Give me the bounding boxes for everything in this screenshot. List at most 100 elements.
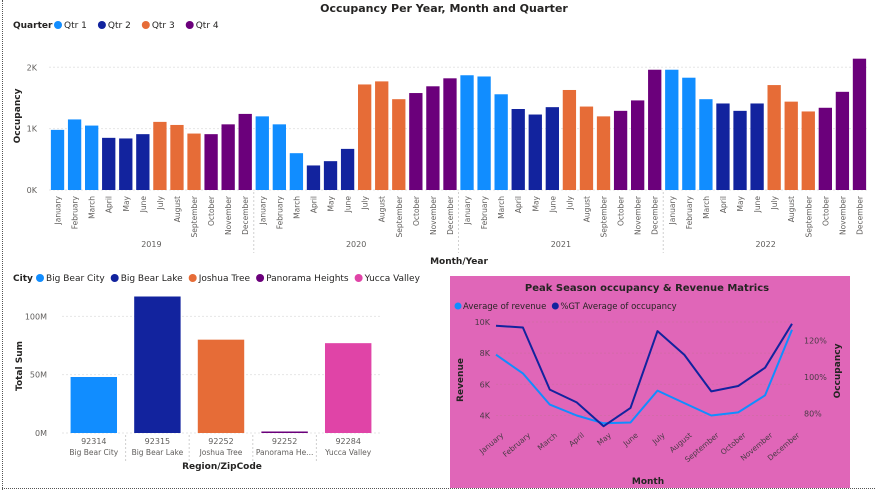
bl-y-axis-label: Total Sum: [15, 341, 25, 391]
x-month-label: June: [548, 196, 557, 214]
x-month-label: March: [497, 196, 506, 219]
legend-label-qtr-1: Qtr 1: [64, 21, 87, 31]
bar-2019-august: [170, 124, 184, 190]
bar-2021-april: [511, 109, 525, 190]
br-y2tick-label: 100%: [804, 373, 827, 382]
bar-2020-november: [426, 86, 440, 190]
legend-label-big-bear-city: Big Bear City: [46, 274, 105, 284]
x-zip-label: 92252: [272, 437, 297, 446]
legend-label-panorama-heights: Panorama Heights: [266, 274, 349, 284]
x-month-label: January: [54, 195, 63, 225]
legend-marker-qtr-1: [54, 21, 62, 29]
legend-marker-panorama-heights: [256, 274, 265, 282]
year-label-2019: 2019: [141, 240, 161, 249]
line-gt-average-of-occupancy: [495, 323, 793, 428]
bar-2021-january: [460, 75, 474, 190]
br-y2-axis-label: Occupancy: [833, 343, 843, 398]
line-average-of-revenue: [495, 329, 793, 425]
x-month-label: May: [531, 195, 540, 211]
bl-y-ticks: 0M 50M 100M: [25, 312, 47, 438]
br-ytick-label: 10K: [475, 318, 491, 327]
legend-marker-qtr-4: [185, 21, 194, 29]
legend-marker-gt-average-of-occupancy: [551, 302, 559, 310]
x-city-label: Big Bear Lake: [132, 448, 184, 457]
x-month-label: September: [190, 195, 199, 237]
bar-2022-september: [801, 111, 815, 190]
legend-marker-qtr-3: [141, 21, 150, 29]
top-bars: [50, 58, 867, 190]
city-legend-title: City: [13, 274, 33, 284]
top-x-axis-label: Month/Year: [430, 257, 488, 267]
bl-x-labels: 92314 Big Bear City 92315 Big Bear Lake 9225…: [69, 435, 372, 463]
x-month-label: December: [241, 195, 250, 235]
x-month-label: January: [258, 195, 267, 225]
bl-ytick-label: 0M: [35, 429, 47, 438]
x-month-label: June: [753, 196, 762, 214]
br-y-ticks: 4K 6K 8K 10K: [475, 318, 491, 421]
x-month-label: February: [71, 195, 80, 229]
bar-2020-october: [409, 93, 423, 190]
x-month-label: March: [702, 196, 711, 219]
bar-92315-big-bear-lake: [134, 296, 181, 433]
bl-x-axis-label: Region/ZipCode: [182, 462, 262, 472]
x-month-label: February: [480, 195, 489, 229]
bar-92314-big-bear-city: [70, 377, 118, 433]
frame-bottom-border: [2, 488, 875, 489]
x-city-label: Big Bear City: [69, 448, 118, 457]
x-month-label: August: [787, 196, 796, 222]
legend-label-gt-average-of-occupancy: %GT Average of occupancy: [560, 302, 676, 312]
total-sum-chart: City Big Bear City Big Bear Lake Joshua Tr…: [13, 274, 421, 472]
x-month-label: September: [804, 195, 813, 237]
bar-2019-december: [238, 113, 252, 190]
peak-chart-title: Peak Season occupancy & Revenue Matrics: [525, 283, 769, 294]
bar-2020-may: [323, 161, 338, 190]
legend-marker-average-of-revenue: [454, 302, 462, 310]
bar-2021-july: [562, 89, 577, 190]
x-month-label: August: [173, 196, 182, 222]
x-month-label: February: [685, 195, 694, 229]
x-month-label: November: [634, 195, 643, 235]
bar-2020-february: [272, 124, 286, 190]
top-year-labels: 2019 2020 2021 2022: [141, 192, 776, 253]
x-month-label: December: [651, 195, 660, 235]
bl-ytick-label: 100M: [25, 312, 47, 321]
br-grid: [496, 321, 792, 417]
x-month-label: May: [736, 195, 745, 211]
x-city-label: Yucca Valley: [324, 448, 372, 457]
bar-2022-march: [699, 99, 713, 190]
x-month-label: August: [582, 196, 591, 222]
bl-ytick-label: 50M: [30, 371, 47, 380]
br-x-axis-label: Month: [632, 477, 664, 487]
occupancy-chart: Occupancy Per Year, Month and Quarter Qu…: [13, 2, 868, 267]
x-zip-label: 92314: [81, 437, 106, 446]
bar-2019-may: [119, 138, 133, 190]
bar-2021-november: [631, 100, 645, 190]
bar-2022-january: [665, 69, 679, 190]
top-y-axis-label: Occupancy: [13, 88, 23, 143]
x-zip-label: 92252: [208, 437, 233, 446]
bar-2020-august: [375, 81, 389, 190]
bar-92284-yucca-valley: [324, 343, 372, 433]
bar-2022-december: [852, 58, 867, 190]
bar-2019-june: [136, 134, 150, 190]
bar-2020-april: [306, 165, 321, 190]
x-month-label: February: [275, 195, 284, 229]
top-grid: [49, 66, 868, 191]
peak-legend: Average of revenue %GT Average of occupan…: [454, 302, 677, 312]
peak-chart-background: [450, 276, 850, 488]
top-ytick-label: 1K: [27, 125, 38, 134]
x-month-label: October: [207, 195, 216, 226]
bar-2021-february: [477, 76, 491, 190]
x-city-label: Panorama He...: [256, 448, 314, 457]
br-ytick-label: 6K: [480, 380, 491, 389]
x-month-label: November: [429, 195, 438, 235]
bar-92252-panorama-he: [261, 431, 308, 433]
legend-marker-big-bear-lake: [110, 274, 119, 282]
br-ytick-label: 4K: [480, 412, 491, 421]
legend-label-big-bear-lake: Big Bear Lake: [121, 274, 183, 284]
br-y2tick-label: 80%: [804, 409, 822, 418]
x-month-label: September: [600, 195, 609, 237]
legend-label-yucca-valley: Yucca Valley: [364, 274, 421, 284]
bar-2020-december: [443, 78, 457, 190]
legend-marker-joshua-tree: [188, 274, 197, 282]
